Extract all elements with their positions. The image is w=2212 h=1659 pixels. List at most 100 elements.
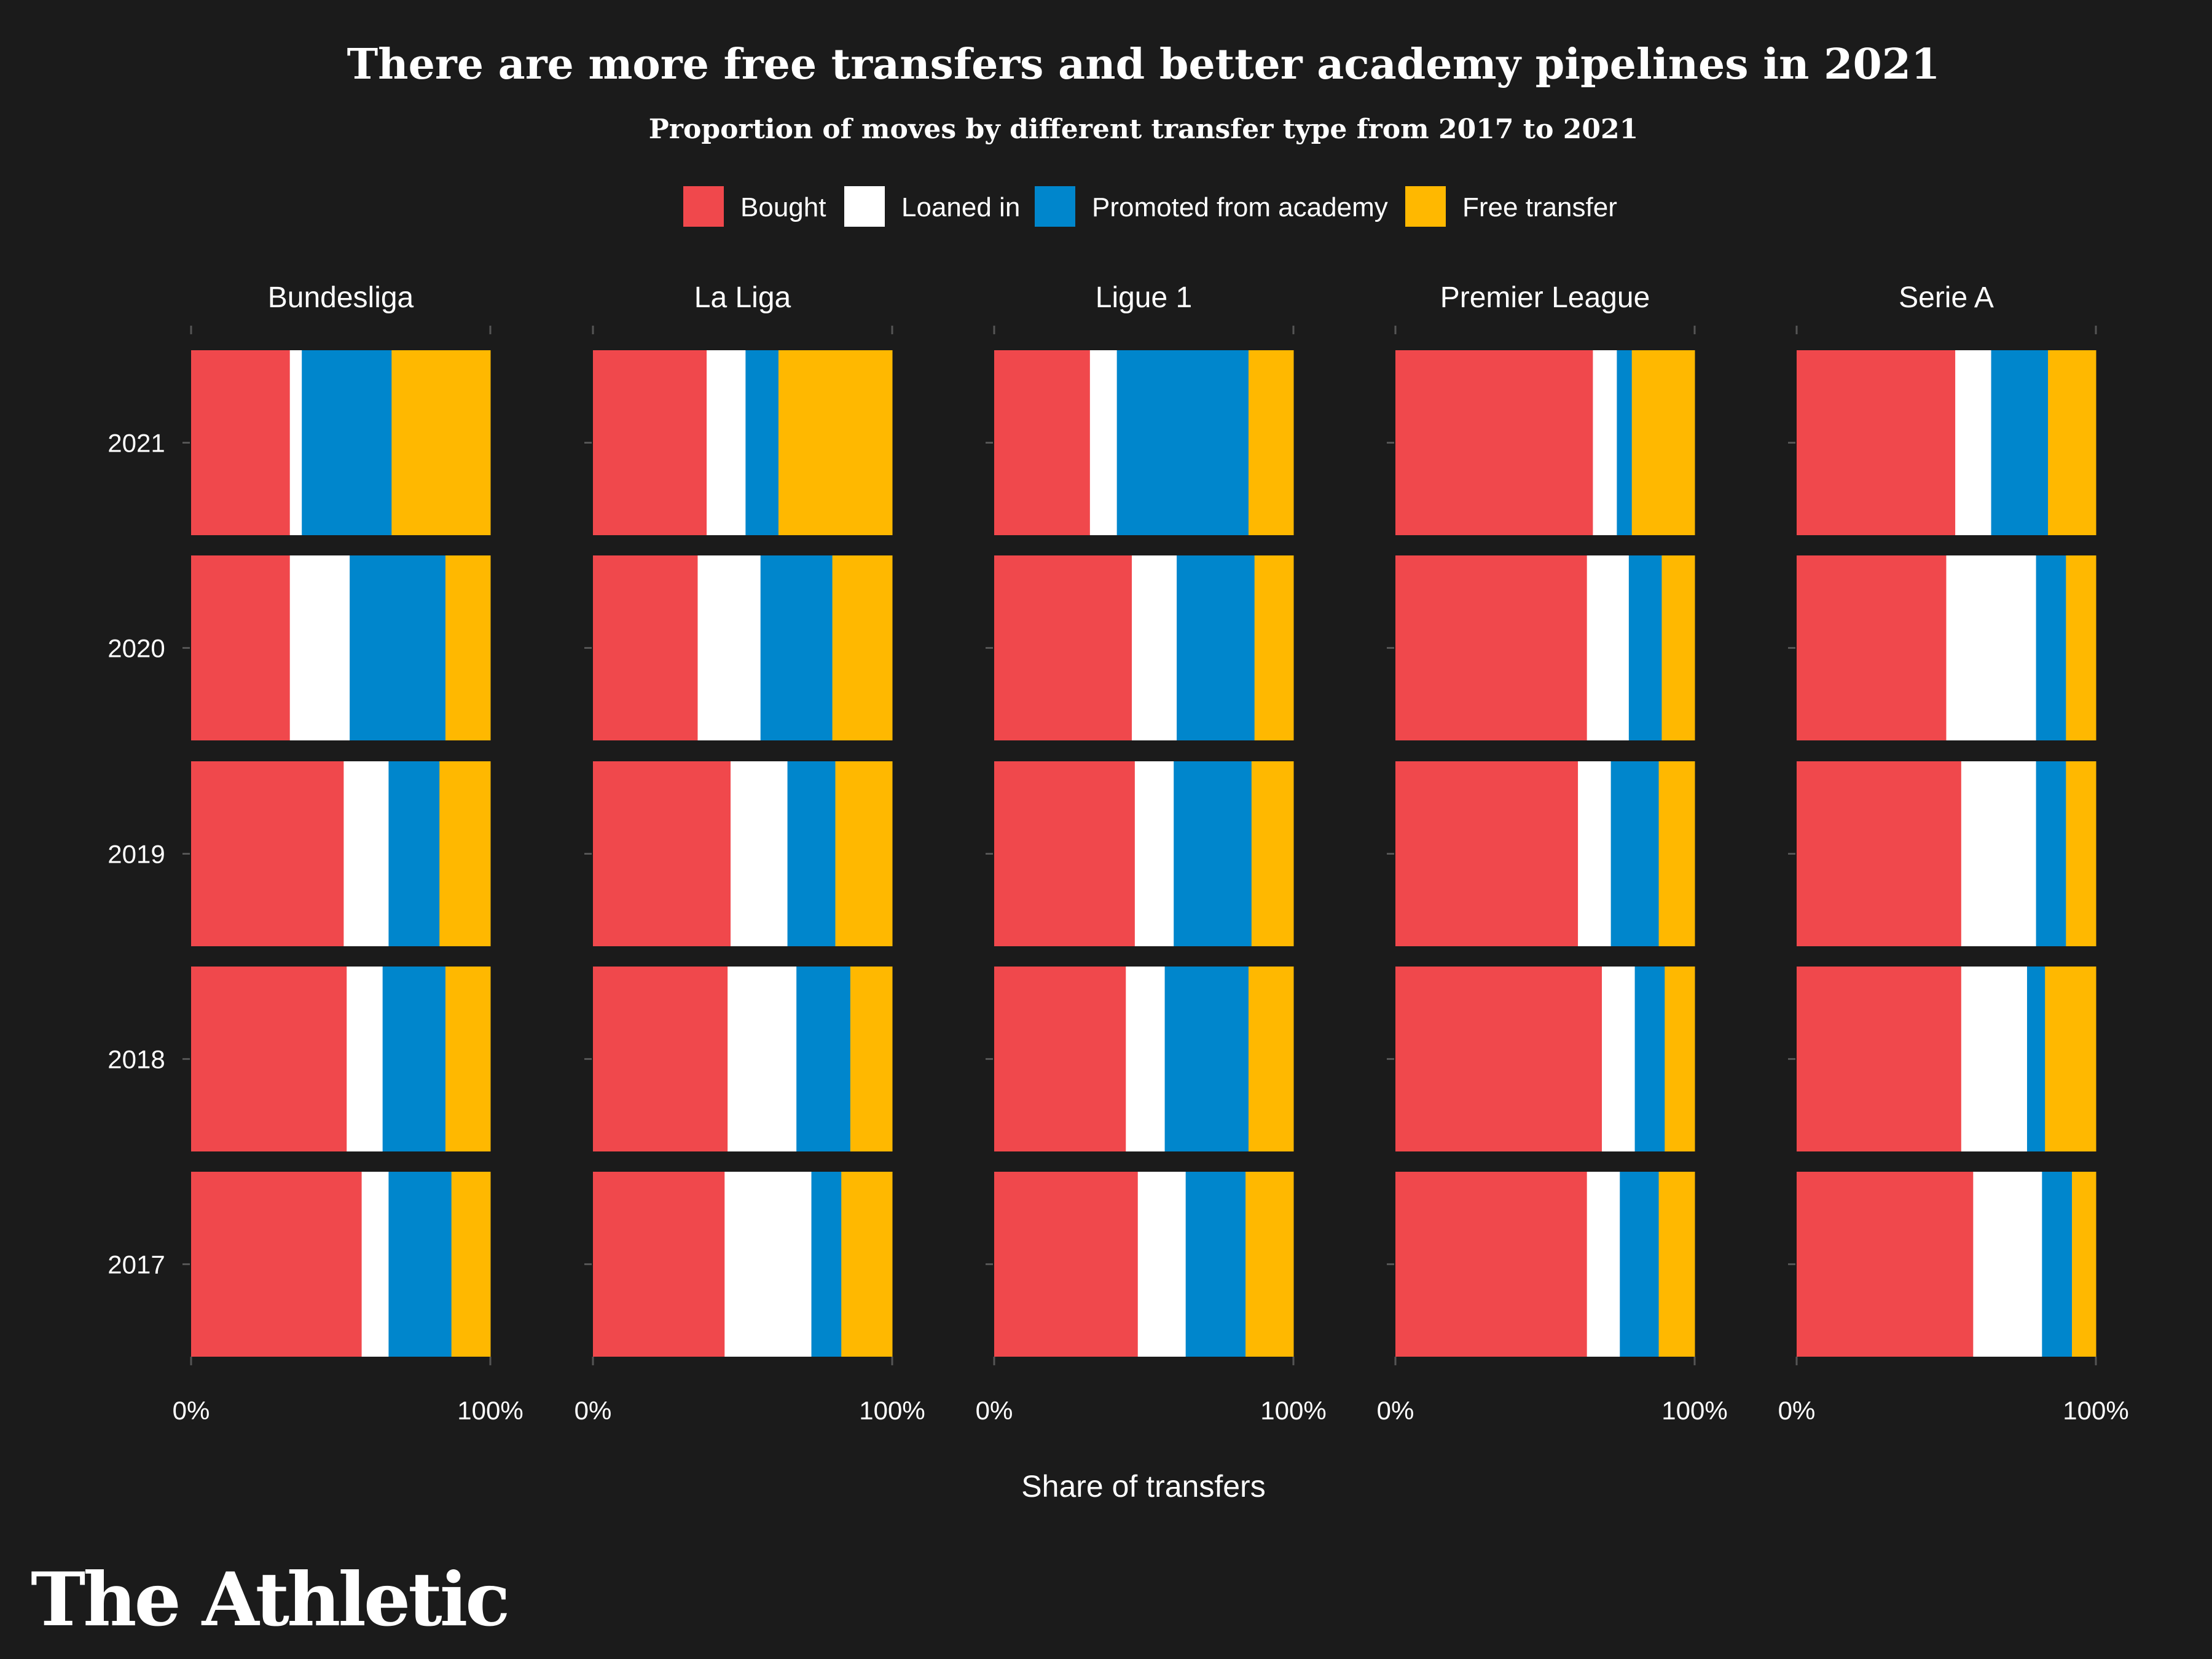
bar-serie-a-2018-loaned-in xyxy=(1961,967,2028,1151)
bar-la-liga-2018-promoted-from-academy xyxy=(796,967,851,1151)
bar-serie-a-2020-bought xyxy=(1797,555,1947,740)
bar-ligue-1-2017-free-transfer xyxy=(1245,1172,1294,1357)
bar-premier-league-2018-free-transfer xyxy=(1665,967,1695,1151)
bar-serie-a-2021-loaned-in xyxy=(1955,350,1992,535)
bar-la-liga-2019-loaned-in xyxy=(731,761,788,946)
y-axis: 2021 2020 2019 2018 2017 xyxy=(108,429,165,1279)
bar-serie-a-2021-bought xyxy=(1797,350,1956,535)
x-axis-title: Share of transfers xyxy=(1021,1469,1265,1504)
bar-la-liga-2019-promoted-from-academy xyxy=(787,761,836,946)
legend-label-bought: Bought xyxy=(740,192,826,222)
x-tick-label: 100% xyxy=(2063,1396,2128,1425)
bar-premier-league-2019-free-transfer xyxy=(1658,761,1695,946)
bar-bundesliga-2020-loaned-in xyxy=(289,555,350,740)
x-tick-label: 100% xyxy=(859,1396,925,1425)
bar-premier-league-2020-promoted-from-academy xyxy=(1628,555,1662,740)
facet-title-premier-league: Premier League xyxy=(1440,281,1650,314)
bar-bundesliga-2019-bought xyxy=(191,761,344,946)
bar-la-liga-2021-bought xyxy=(593,350,707,535)
bar-serie-a-2019-promoted-from-academy xyxy=(2036,761,2066,946)
bar-ligue-1-2018-promoted-from-academy xyxy=(1164,967,1249,1151)
bar-bundesliga-2017-free-transfer xyxy=(451,1172,491,1357)
bar-la-liga-2020-loaned-in xyxy=(697,555,761,740)
bar-premier-league-2021-free-transfer xyxy=(1631,350,1695,535)
bar-serie-a-2017-promoted-from-academy xyxy=(2042,1172,2073,1357)
y-tick-label-2018: 2018 xyxy=(108,1045,165,1074)
bar-la-liga-2019-bought xyxy=(593,761,731,946)
legend-swatch-promoted-from-academy xyxy=(1035,186,1075,227)
bar-ligue-1-2019-free-transfer xyxy=(1251,761,1294,946)
x-tick-label: 0% xyxy=(1778,1396,1816,1425)
facet-serie-a: Serie A 0% 100% xyxy=(1778,281,2129,1425)
bar-serie-a-2017-loaned-in xyxy=(1973,1172,2042,1357)
facet-bundesliga: Bundesliga 0% 100% xyxy=(173,281,524,1425)
bar-premier-league-2019-promoted-from-academy xyxy=(1610,761,1660,946)
y-tick-label-2019: 2019 xyxy=(108,840,165,869)
bar-serie-a-2021-promoted-from-academy xyxy=(1991,350,2049,535)
chart-title: There are more free transfers and better… xyxy=(347,40,1940,89)
bar-ligue-1-2020-promoted-from-academy xyxy=(1177,555,1255,740)
bar-ligue-1-2020-free-transfer xyxy=(1254,555,1294,740)
x-tick-label: 100% xyxy=(1661,1396,1727,1425)
bar-la-liga-2020-bought xyxy=(593,555,698,740)
facet-premier-league: Premier League 0% 100% xyxy=(1377,281,1728,1425)
x-tick-label: 0% xyxy=(1377,1396,1414,1425)
facet-title-la-liga: La Liga xyxy=(694,281,791,314)
bar-bundesliga-2021-bought xyxy=(191,350,291,535)
bar-ligue-1-2021-loaned-in xyxy=(1089,350,1118,535)
legend: Bought Loaned in Promoted from academy Free… xyxy=(683,186,1617,227)
bar-ligue-1-2020-bought xyxy=(994,555,1132,740)
bar-ligue-1-2018-free-transfer xyxy=(1248,967,1294,1151)
legend-label-promoted-from-academy: Promoted from academy xyxy=(1092,192,1388,222)
bar-serie-a-2017-free-transfer xyxy=(2072,1172,2096,1357)
bar-bundesliga-2020-free-transfer xyxy=(445,555,491,740)
bar-premier-league-2019-loaned-in xyxy=(1578,761,1612,946)
bar-premier-league-2021-bought xyxy=(1395,350,1593,535)
legend-swatch-free-transfer xyxy=(1405,186,1446,227)
bar-bundesliga-2021-loaned-in xyxy=(289,350,302,535)
bar-ligue-1-2021-bought xyxy=(994,350,1091,535)
bar-bundesliga-2019-loaned-in xyxy=(343,761,389,946)
bar-ligue-1-2017-bought xyxy=(994,1172,1139,1357)
bar-serie-a-2019-loaned-in xyxy=(1961,761,2037,946)
facet-title-serie-a: Serie A xyxy=(1899,281,1994,314)
bar-ligue-1-2017-loaned-in xyxy=(1137,1172,1186,1357)
bar-bundesliga-2017-promoted-from-academy xyxy=(388,1172,452,1357)
legend-swatch-bought xyxy=(683,186,724,227)
bar-la-liga-2019-free-transfer xyxy=(835,761,893,946)
bar-ligue-1-2021-free-transfer xyxy=(1248,350,1294,535)
bar-premier-league-2018-loaned-in xyxy=(1602,967,1636,1151)
bar-bundesliga-2017-loaned-in xyxy=(361,1172,389,1357)
x-tick-label: 0% xyxy=(173,1396,210,1425)
bar-premier-league-2018-promoted-from-academy xyxy=(1634,967,1665,1151)
bar-la-liga-2021-free-transfer xyxy=(778,350,893,535)
bar-premier-league-2018-bought xyxy=(1395,967,1602,1151)
y-tick-label-2017: 2017 xyxy=(108,1250,165,1279)
x-tick-label: 0% xyxy=(575,1396,612,1425)
bar-premier-league-2020-free-transfer xyxy=(1661,555,1695,740)
bar-ligue-1-2018-bought xyxy=(994,967,1126,1151)
bar-bundesliga-2020-bought xyxy=(191,555,291,740)
facet-title-bundesliga: Bundesliga xyxy=(268,281,414,314)
bar-premier-league-2021-loaned-in xyxy=(1593,350,1617,535)
bar-serie-a-2019-free-transfer xyxy=(2066,761,2096,946)
bar-premier-league-2021-promoted-from-academy xyxy=(1617,350,1633,535)
bar-premier-league-2017-bought xyxy=(1395,1172,1588,1357)
bar-la-liga-2018-free-transfer xyxy=(850,967,893,1151)
bar-premier-league-2017-free-transfer xyxy=(1658,1172,1695,1357)
bar-serie-a-2020-loaned-in xyxy=(1946,555,2037,740)
bar-premier-league-2017-promoted-from-academy xyxy=(1620,1172,1660,1357)
bar-la-liga-2018-loaned-in xyxy=(728,967,797,1151)
legend-label-loaned-in: Loaned in xyxy=(901,192,1020,222)
bar-bundesliga-2018-bought xyxy=(191,967,347,1151)
chart-subtitle: Proportion of moves by different transfe… xyxy=(649,114,1639,145)
bar-ligue-1-2017-promoted-from-academy xyxy=(1185,1172,1246,1357)
x-tick-label: 100% xyxy=(1260,1396,1326,1425)
facet-la-liga: La Liga 0% 100% xyxy=(575,281,925,1425)
bar-la-liga-2017-bought xyxy=(593,1172,725,1357)
bar-bundesliga-2021-promoted-from-academy xyxy=(302,350,392,535)
x-tick-label: 100% xyxy=(457,1396,523,1425)
facets: Bundesliga 0% 100% La Liga 0% 100% Ligue 1 0% 10… xyxy=(173,281,2129,1425)
bar-premier-league-2019-bought xyxy=(1395,761,1579,946)
facet-ligue-1: Ligue 1 0% 100% xyxy=(976,281,1327,1425)
